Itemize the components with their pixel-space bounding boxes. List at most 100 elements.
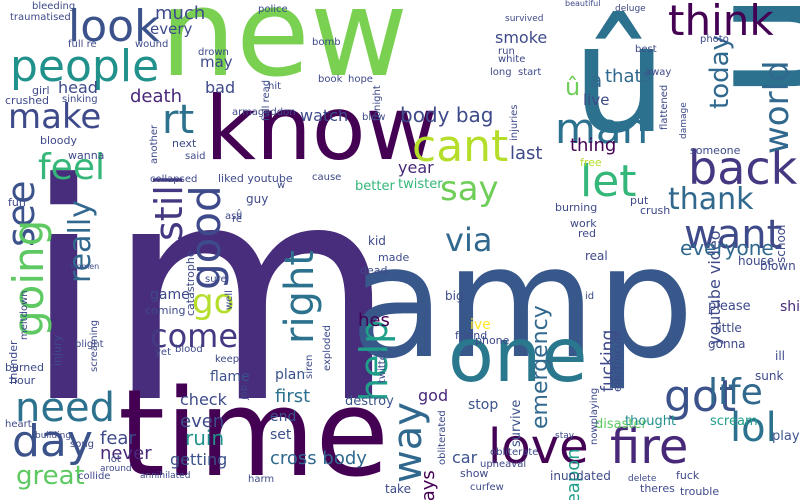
cloud-word: collide	[78, 471, 111, 482]
cloud-word: never	[100, 443, 152, 464]
cloud-word: even	[180, 411, 225, 432]
cloud-word: death	[130, 86, 182, 107]
cloud-word: start	[518, 67, 542, 78]
cloud-word: flame	[210, 369, 250, 385]
cloud-word: around	[100, 464, 132, 474]
cloud-word: scream	[710, 414, 758, 429]
cloud-word: free	[580, 156, 602, 169]
cloud-word: stop	[468, 397, 499, 413]
cloud-word: theres	[640, 482, 675, 495]
cloud-word: red	[578, 227, 597, 240]
cloud-word: id	[585, 291, 595, 302]
cloud-word: hit	[268, 81, 282, 92]
cloud-word: ass	[225, 211, 242, 222]
cloud-word: disaster	[595, 417, 647, 432]
cloud-word: cause	[312, 172, 342, 183]
cloud-word: delete	[628, 474, 657, 484]
cloud-word: think	[668, 0, 774, 45]
cloud-word: blew	[362, 112, 386, 123]
cloud-word: god	[418, 386, 449, 405]
cloud-word: much	[155, 3, 206, 24]
cloud-word: meltdown	[19, 290, 30, 340]
cloud-word: electrocute	[611, 329, 624, 392]
cloud-word: blight	[75, 339, 104, 350]
cloud-word: heart	[5, 419, 32, 430]
cloud-word: destroy	[345, 394, 394, 409]
cloud-word: everyone	[680, 236, 774, 260]
cloud-word: full re	[68, 39, 97, 50]
cloud-word: blown	[760, 259, 796, 273]
cloud-word: cross body	[270, 448, 367, 469]
cloud-word: inundated	[550, 469, 611, 483]
cloud-word: guy	[246, 192, 269, 206]
cloud-word: police	[258, 4, 288, 15]
cloud-word: one	[448, 311, 588, 399]
cloud-word: always	[418, 470, 439, 500]
cloud-word: go	[192, 282, 235, 322]
cloud-word: emergency	[528, 305, 553, 429]
cloud-word: crushed	[5, 94, 49, 107]
cloud-word: û	[565, 73, 581, 101]
cloud-word: love	[488, 419, 589, 475]
cloud-word: obliterated	[437, 410, 448, 465]
cloud-word: song	[70, 439, 95, 450]
cloud-word: feel	[38, 147, 105, 188]
cloud-word: û	[236, 209, 243, 220]
cloud-word: exploded	[322, 325, 333, 371]
cloud-word: work	[570, 217, 597, 230]
cloud-word: catastrophe	[184, 250, 197, 316]
cloud-word: game	[150, 287, 190, 303]
cloud-word: thing	[570, 135, 617, 156]
cloud-word: got	[664, 371, 737, 422]
cloud-word: lot	[108, 454, 121, 465]
cloud-word: survived	[505, 14, 544, 24]
cloud-word: last	[510, 143, 543, 164]
cloud-word: re	[232, 214, 243, 225]
cloud-word: beautiful	[565, 0, 601, 8]
cloud-word: women	[70, 262, 100, 271]
cloud-word: every	[150, 20, 193, 38]
cloud-word: gonna	[708, 337, 746, 351]
cloud-word: away	[645, 67, 672, 78]
cloud-word: siren	[304, 354, 315, 379]
cloud-word: wanna	[68, 149, 105, 162]
cloud-word: ive	[470, 317, 491, 333]
cloud-word: fun	[8, 196, 26, 209]
cloud-word: please	[708, 299, 751, 314]
cloud-word: live	[583, 91, 610, 109]
cloud-word: survive	[509, 399, 524, 447]
cloud-word: may	[200, 53, 233, 71]
cloud-word: head	[58, 78, 98, 97]
cloud-word: fear	[100, 428, 136, 449]
cloud-word: need	[15, 385, 115, 431]
cloud-word: thunder	[7, 340, 20, 384]
cloud-word: end	[270, 409, 297, 425]
cloud-word: kid	[368, 234, 386, 248]
cloud-word: job	[239, 384, 250, 400]
cloud-word: thought	[625, 414, 677, 429]
cloud-word: body bag	[400, 103, 494, 127]
cloud-word: wound	[135, 39, 169, 50]
cloud-word: twister	[398, 177, 443, 192]
cloud-word: shit	[780, 299, 800, 315]
cloud-word: someone	[690, 144, 741, 157]
cloud-word: set	[270, 427, 292, 443]
cloud-word: hope	[348, 74, 373, 85]
cloud-word: friend	[455, 329, 488, 342]
cloud-word: little	[715, 321, 742, 335]
cloud-word: said	[185, 151, 206, 162]
cloud-word: amp	[350, 212, 695, 393]
cloud-word: bomb	[312, 37, 341, 48]
cloud-word: ill	[775, 349, 786, 363]
cloud-word: via	[445, 221, 493, 259]
cloud-word: check	[180, 390, 227, 409]
cloud-word: annihilated	[140, 471, 191, 481]
cloud-word: dead	[360, 264, 388, 277]
cloud-word: put	[630, 194, 649, 207]
cloud-word: curfew	[470, 482, 504, 493]
cloud-word: hes	[358, 310, 390, 331]
cloud-word: burned	[5, 361, 45, 374]
cloud-word: damage	[679, 102, 689, 139]
cloud-word: real	[585, 249, 608, 263]
